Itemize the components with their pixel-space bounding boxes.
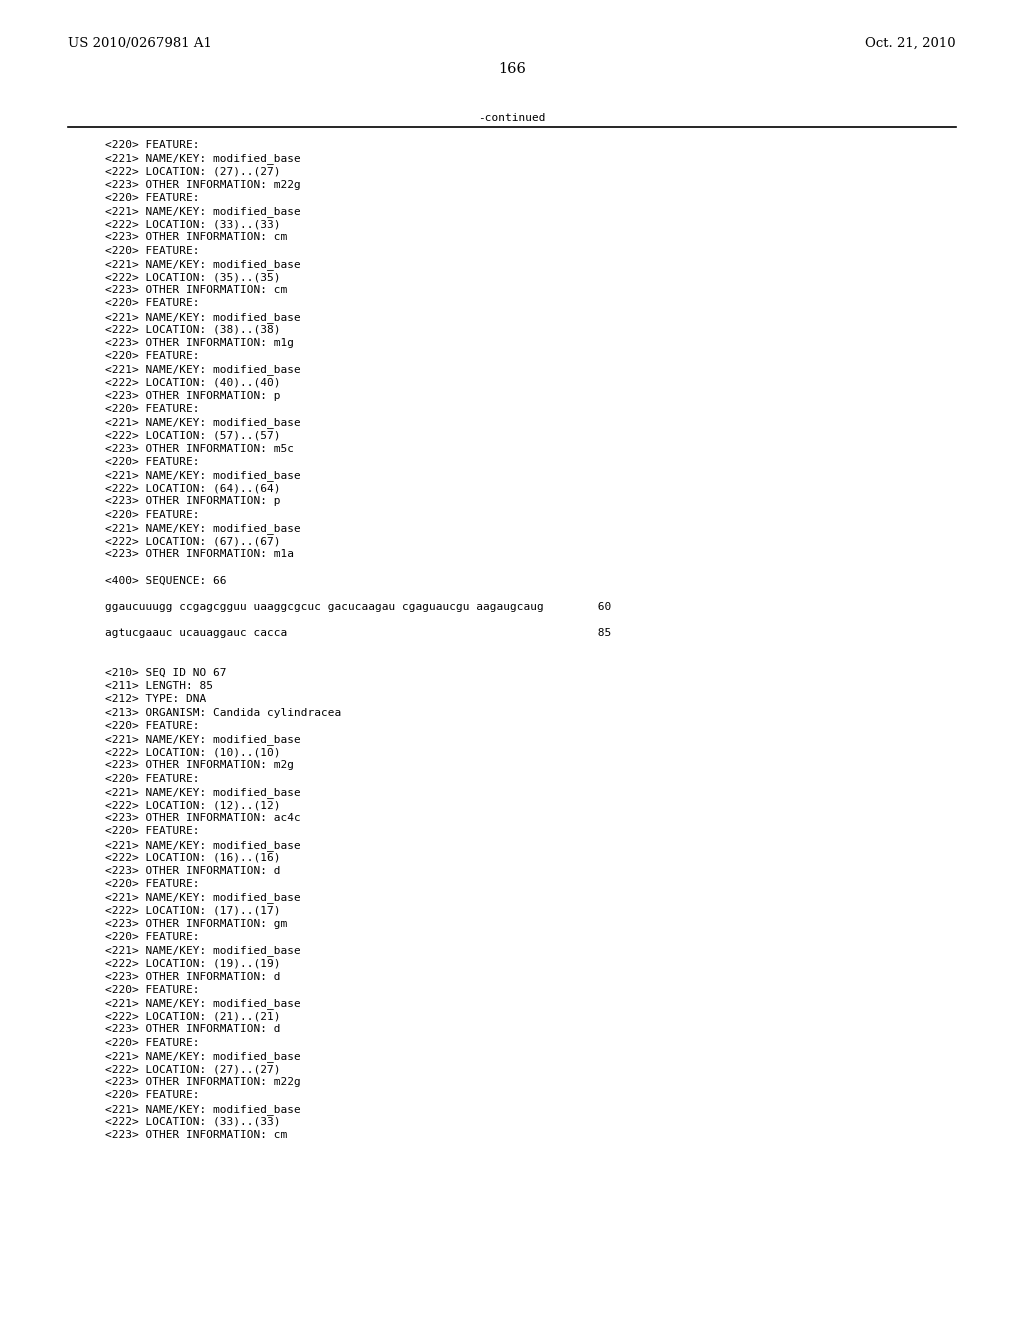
Text: <220> FEATURE:: <220> FEATURE: — [105, 140, 200, 150]
Text: <222> LOCATION: (16)..(16): <222> LOCATION: (16)..(16) — [105, 853, 281, 863]
Text: <220> FEATURE:: <220> FEATURE: — [105, 193, 200, 203]
Text: <223> OTHER INFORMATION: cm: <223> OTHER INFORMATION: cm — [105, 285, 288, 296]
Text: <223> OTHER INFORMATION: cm: <223> OTHER INFORMATION: cm — [105, 232, 288, 243]
Text: <223> OTHER INFORMATION: m2g: <223> OTHER INFORMATION: m2g — [105, 760, 294, 771]
Text: <222> LOCATION: (12)..(12): <222> LOCATION: (12)..(12) — [105, 800, 281, 810]
Text: <220> FEATURE:: <220> FEATURE: — [105, 879, 200, 890]
Text: <222> LOCATION: (27)..(27): <222> LOCATION: (27)..(27) — [105, 1064, 281, 1074]
Text: <220> FEATURE:: <220> FEATURE: — [105, 457, 200, 467]
Text: <223> OTHER INFORMATION: p: <223> OTHER INFORMATION: p — [105, 496, 281, 507]
Text: ggaucuuugg ccgagcgguu uaaggcgcuc gacucaagau cgaguaucgu aagaugcaug        60: ggaucuuugg ccgagcgguu uaaggcgcuc gacucaa… — [105, 602, 611, 612]
Text: agtucgaauc ucauaggauc cacca                                              85: agtucgaauc ucauaggauc cacca 85 — [105, 628, 611, 639]
Text: <222> LOCATION: (33)..(33): <222> LOCATION: (33)..(33) — [105, 219, 281, 230]
Text: <221> NAME/KEY: modified_base: <221> NAME/KEY: modified_base — [105, 787, 301, 797]
Text: <221> NAME/KEY: modified_base: <221> NAME/KEY: modified_base — [105, 1104, 301, 1114]
Text: <223> OTHER INFORMATION: gm: <223> OTHER INFORMATION: gm — [105, 919, 288, 929]
Text: <220> FEATURE:: <220> FEATURE: — [105, 985, 200, 995]
Text: <223> OTHER INFORMATION: d: <223> OTHER INFORMATION: d — [105, 972, 281, 982]
Text: <223> OTHER INFORMATION: p: <223> OTHER INFORMATION: p — [105, 391, 281, 401]
Text: <223> OTHER INFORMATION: m5c: <223> OTHER INFORMATION: m5c — [105, 444, 294, 454]
Text: <221> NAME/KEY: modified_base: <221> NAME/KEY: modified_base — [105, 523, 301, 533]
Text: <220> FEATURE:: <220> FEATURE: — [105, 246, 200, 256]
Text: <223> OTHER INFORMATION: m22g: <223> OTHER INFORMATION: m22g — [105, 180, 301, 190]
Text: <221> NAME/KEY: modified_base: <221> NAME/KEY: modified_base — [105, 1051, 301, 1061]
Text: <222> LOCATION: (33)..(33): <222> LOCATION: (33)..(33) — [105, 1117, 281, 1127]
Text: <222> LOCATION: (17)..(17): <222> LOCATION: (17)..(17) — [105, 906, 281, 916]
Text: <210> SEQ ID NO 67: <210> SEQ ID NO 67 — [105, 668, 226, 678]
Text: <221> NAME/KEY: modified_base: <221> NAME/KEY: modified_base — [105, 998, 301, 1008]
Text: <220> FEATURE:: <220> FEATURE: — [105, 404, 200, 414]
Text: <221> NAME/KEY: modified_base: <221> NAME/KEY: modified_base — [105, 312, 301, 322]
Text: <222> LOCATION: (19)..(19): <222> LOCATION: (19)..(19) — [105, 958, 281, 969]
Text: <222> LOCATION: (10)..(10): <222> LOCATION: (10)..(10) — [105, 747, 281, 758]
Text: <220> FEATURE:: <220> FEATURE: — [105, 1090, 200, 1101]
Text: US 2010/0267981 A1: US 2010/0267981 A1 — [68, 37, 212, 50]
Text: -continued: -continued — [478, 114, 546, 123]
Text: <220> FEATURE:: <220> FEATURE: — [105, 826, 200, 837]
Text: <221> NAME/KEY: modified_base: <221> NAME/KEY: modified_base — [105, 206, 301, 216]
Text: <220> FEATURE:: <220> FEATURE: — [105, 298, 200, 309]
Text: <223> OTHER INFORMATION: cm: <223> OTHER INFORMATION: cm — [105, 1130, 288, 1140]
Text: <222> LOCATION: (27)..(27): <222> LOCATION: (27)..(27) — [105, 166, 281, 177]
Text: <221> NAME/KEY: modified_base: <221> NAME/KEY: modified_base — [105, 892, 301, 903]
Text: <222> LOCATION: (21)..(21): <222> LOCATION: (21)..(21) — [105, 1011, 281, 1022]
Text: <221> NAME/KEY: modified_base: <221> NAME/KEY: modified_base — [105, 945, 301, 956]
Text: <220> FEATURE:: <220> FEATURE: — [105, 932, 200, 942]
Text: <222> LOCATION: (57)..(57): <222> LOCATION: (57)..(57) — [105, 430, 281, 441]
Text: <212> TYPE: DNA: <212> TYPE: DNA — [105, 694, 206, 705]
Text: <223> OTHER INFORMATION: d: <223> OTHER INFORMATION: d — [105, 1024, 281, 1035]
Text: <221> NAME/KEY: modified_base: <221> NAME/KEY: modified_base — [105, 734, 301, 744]
Text: <223> OTHER INFORMATION: d: <223> OTHER INFORMATION: d — [105, 866, 281, 876]
Text: <211> LENGTH: 85: <211> LENGTH: 85 — [105, 681, 213, 692]
Text: <222> LOCATION: (67)..(67): <222> LOCATION: (67)..(67) — [105, 536, 281, 546]
Text: Oct. 21, 2010: Oct. 21, 2010 — [865, 37, 956, 50]
Text: <222> LOCATION: (35)..(35): <222> LOCATION: (35)..(35) — [105, 272, 281, 282]
Text: <223> OTHER INFORMATION: m1g: <223> OTHER INFORMATION: m1g — [105, 338, 294, 348]
Text: <221> NAME/KEY: modified_base: <221> NAME/KEY: modified_base — [105, 153, 301, 164]
Text: <221> NAME/KEY: modified_base: <221> NAME/KEY: modified_base — [105, 259, 301, 269]
Text: <221> NAME/KEY: modified_base: <221> NAME/KEY: modified_base — [105, 470, 301, 480]
Text: <220> FEATURE:: <220> FEATURE: — [105, 510, 200, 520]
Text: <400> SEQUENCE: 66: <400> SEQUENCE: 66 — [105, 576, 226, 586]
Text: <221> NAME/KEY: modified_base: <221> NAME/KEY: modified_base — [105, 417, 301, 428]
Text: 166: 166 — [498, 62, 526, 77]
Text: <222> LOCATION: (64)..(64): <222> LOCATION: (64)..(64) — [105, 483, 281, 494]
Text: <220> FEATURE:: <220> FEATURE: — [105, 774, 200, 784]
Text: <223> OTHER INFORMATION: ac4c: <223> OTHER INFORMATION: ac4c — [105, 813, 301, 824]
Text: <213> ORGANISM: Candida cylindracea: <213> ORGANISM: Candida cylindracea — [105, 708, 341, 718]
Text: <221> NAME/KEY: modified_base: <221> NAME/KEY: modified_base — [105, 840, 301, 850]
Text: <220> FEATURE:: <220> FEATURE: — [105, 721, 200, 731]
Text: <221> NAME/KEY: modified_base: <221> NAME/KEY: modified_base — [105, 364, 301, 375]
Text: <223> OTHER INFORMATION: m22g: <223> OTHER INFORMATION: m22g — [105, 1077, 301, 1088]
Text: <220> FEATURE:: <220> FEATURE: — [105, 351, 200, 362]
Text: <223> OTHER INFORMATION: m1a: <223> OTHER INFORMATION: m1a — [105, 549, 294, 560]
Text: <220> FEATURE:: <220> FEATURE: — [105, 1038, 200, 1048]
Text: <222> LOCATION: (40)..(40): <222> LOCATION: (40)..(40) — [105, 378, 281, 388]
Text: <222> LOCATION: (38)..(38): <222> LOCATION: (38)..(38) — [105, 325, 281, 335]
